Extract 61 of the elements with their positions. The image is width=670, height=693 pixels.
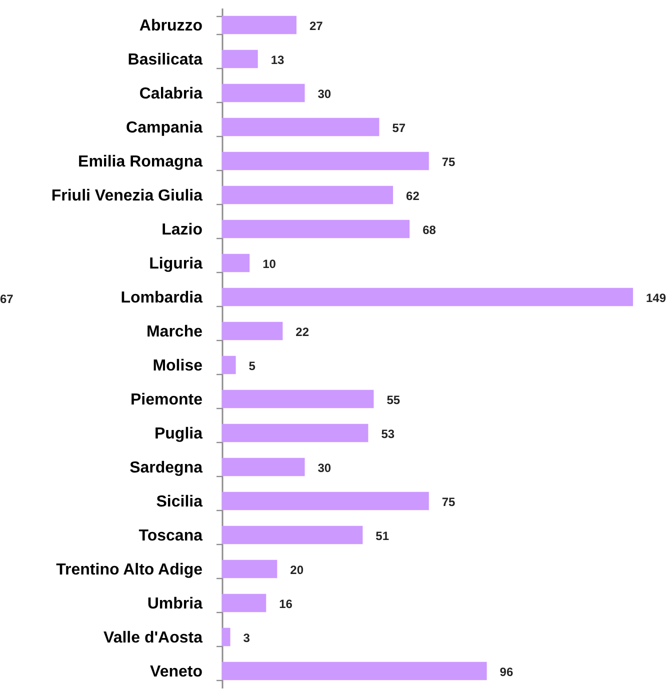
y-tick-label: Puglia [154,426,203,442]
y-tick-label: Marche [146,324,203,340]
data-label: 75 [442,495,456,509]
y-tick-label: Friuli Venezia Giulia [51,188,203,204]
text: 67 [0,292,14,306]
data-label: 30 [318,87,332,101]
bar [222,152,429,170]
data-label: 3 [243,631,250,645]
data-label: 5 [248,359,256,373]
bar [222,254,250,272]
data-label: 10 [262,257,276,271]
bar [222,628,230,646]
data-label: 75 [442,155,456,169]
data-label: 96 [500,665,514,679]
y-tick-label: Calabria [139,86,203,102]
bar [222,424,368,442]
bar [222,322,283,340]
y-tick-label: Sardegna [130,460,203,476]
bar [222,186,394,204]
bar [222,50,258,68]
y-tick-label: Molise [152,358,203,374]
data-label: 68 [422,223,436,237]
y-tick-label: Veneto [150,664,203,680]
data-label: 57 [392,121,406,135]
y-tick-label: Piemonte [130,392,203,408]
y-tick-label: Sicilia [156,494,203,510]
data-label: 149 [646,291,666,305]
bar [222,492,429,510]
y-tick-label: Umbria [147,596,203,612]
y-tick-label: Trentino Alto Adige [56,562,203,578]
data-label: 62 [406,189,420,203]
data-label: 27 [309,19,324,33]
data-label: 20 [290,563,304,577]
bar [222,458,305,476]
y-tick-label: Abruzzo [139,18,203,34]
bar [222,84,305,102]
data-label: 13 [270,53,285,67]
y-tick-label: Lombardia [120,290,203,306]
y-tick-label: Liguria [149,256,203,272]
y-tick-label: Campania [126,120,203,136]
bar [222,560,278,578]
y-tick-label: Lazio [162,222,203,238]
y-tick-label: Emilia Romagna [78,154,203,170]
data-label: 51 [376,529,390,543]
data-label: 55 [386,393,400,407]
bar [222,526,363,544]
y-tick-label: Basilicata [128,52,203,68]
bar [222,594,266,612]
data-label: 16 [279,597,293,611]
bar [222,390,374,408]
bar [222,356,236,374]
data-label: 53 [381,427,395,441]
y-tick-label: Valle d'Aosta [104,630,203,646]
bar [222,118,380,136]
bar [222,662,487,680]
data-label: 30 [318,461,332,475]
bar [222,288,633,306]
y-tick-label: Toscana [138,528,203,544]
bar [222,16,296,34]
data-label: 22 [296,325,310,339]
bar [222,220,410,238]
